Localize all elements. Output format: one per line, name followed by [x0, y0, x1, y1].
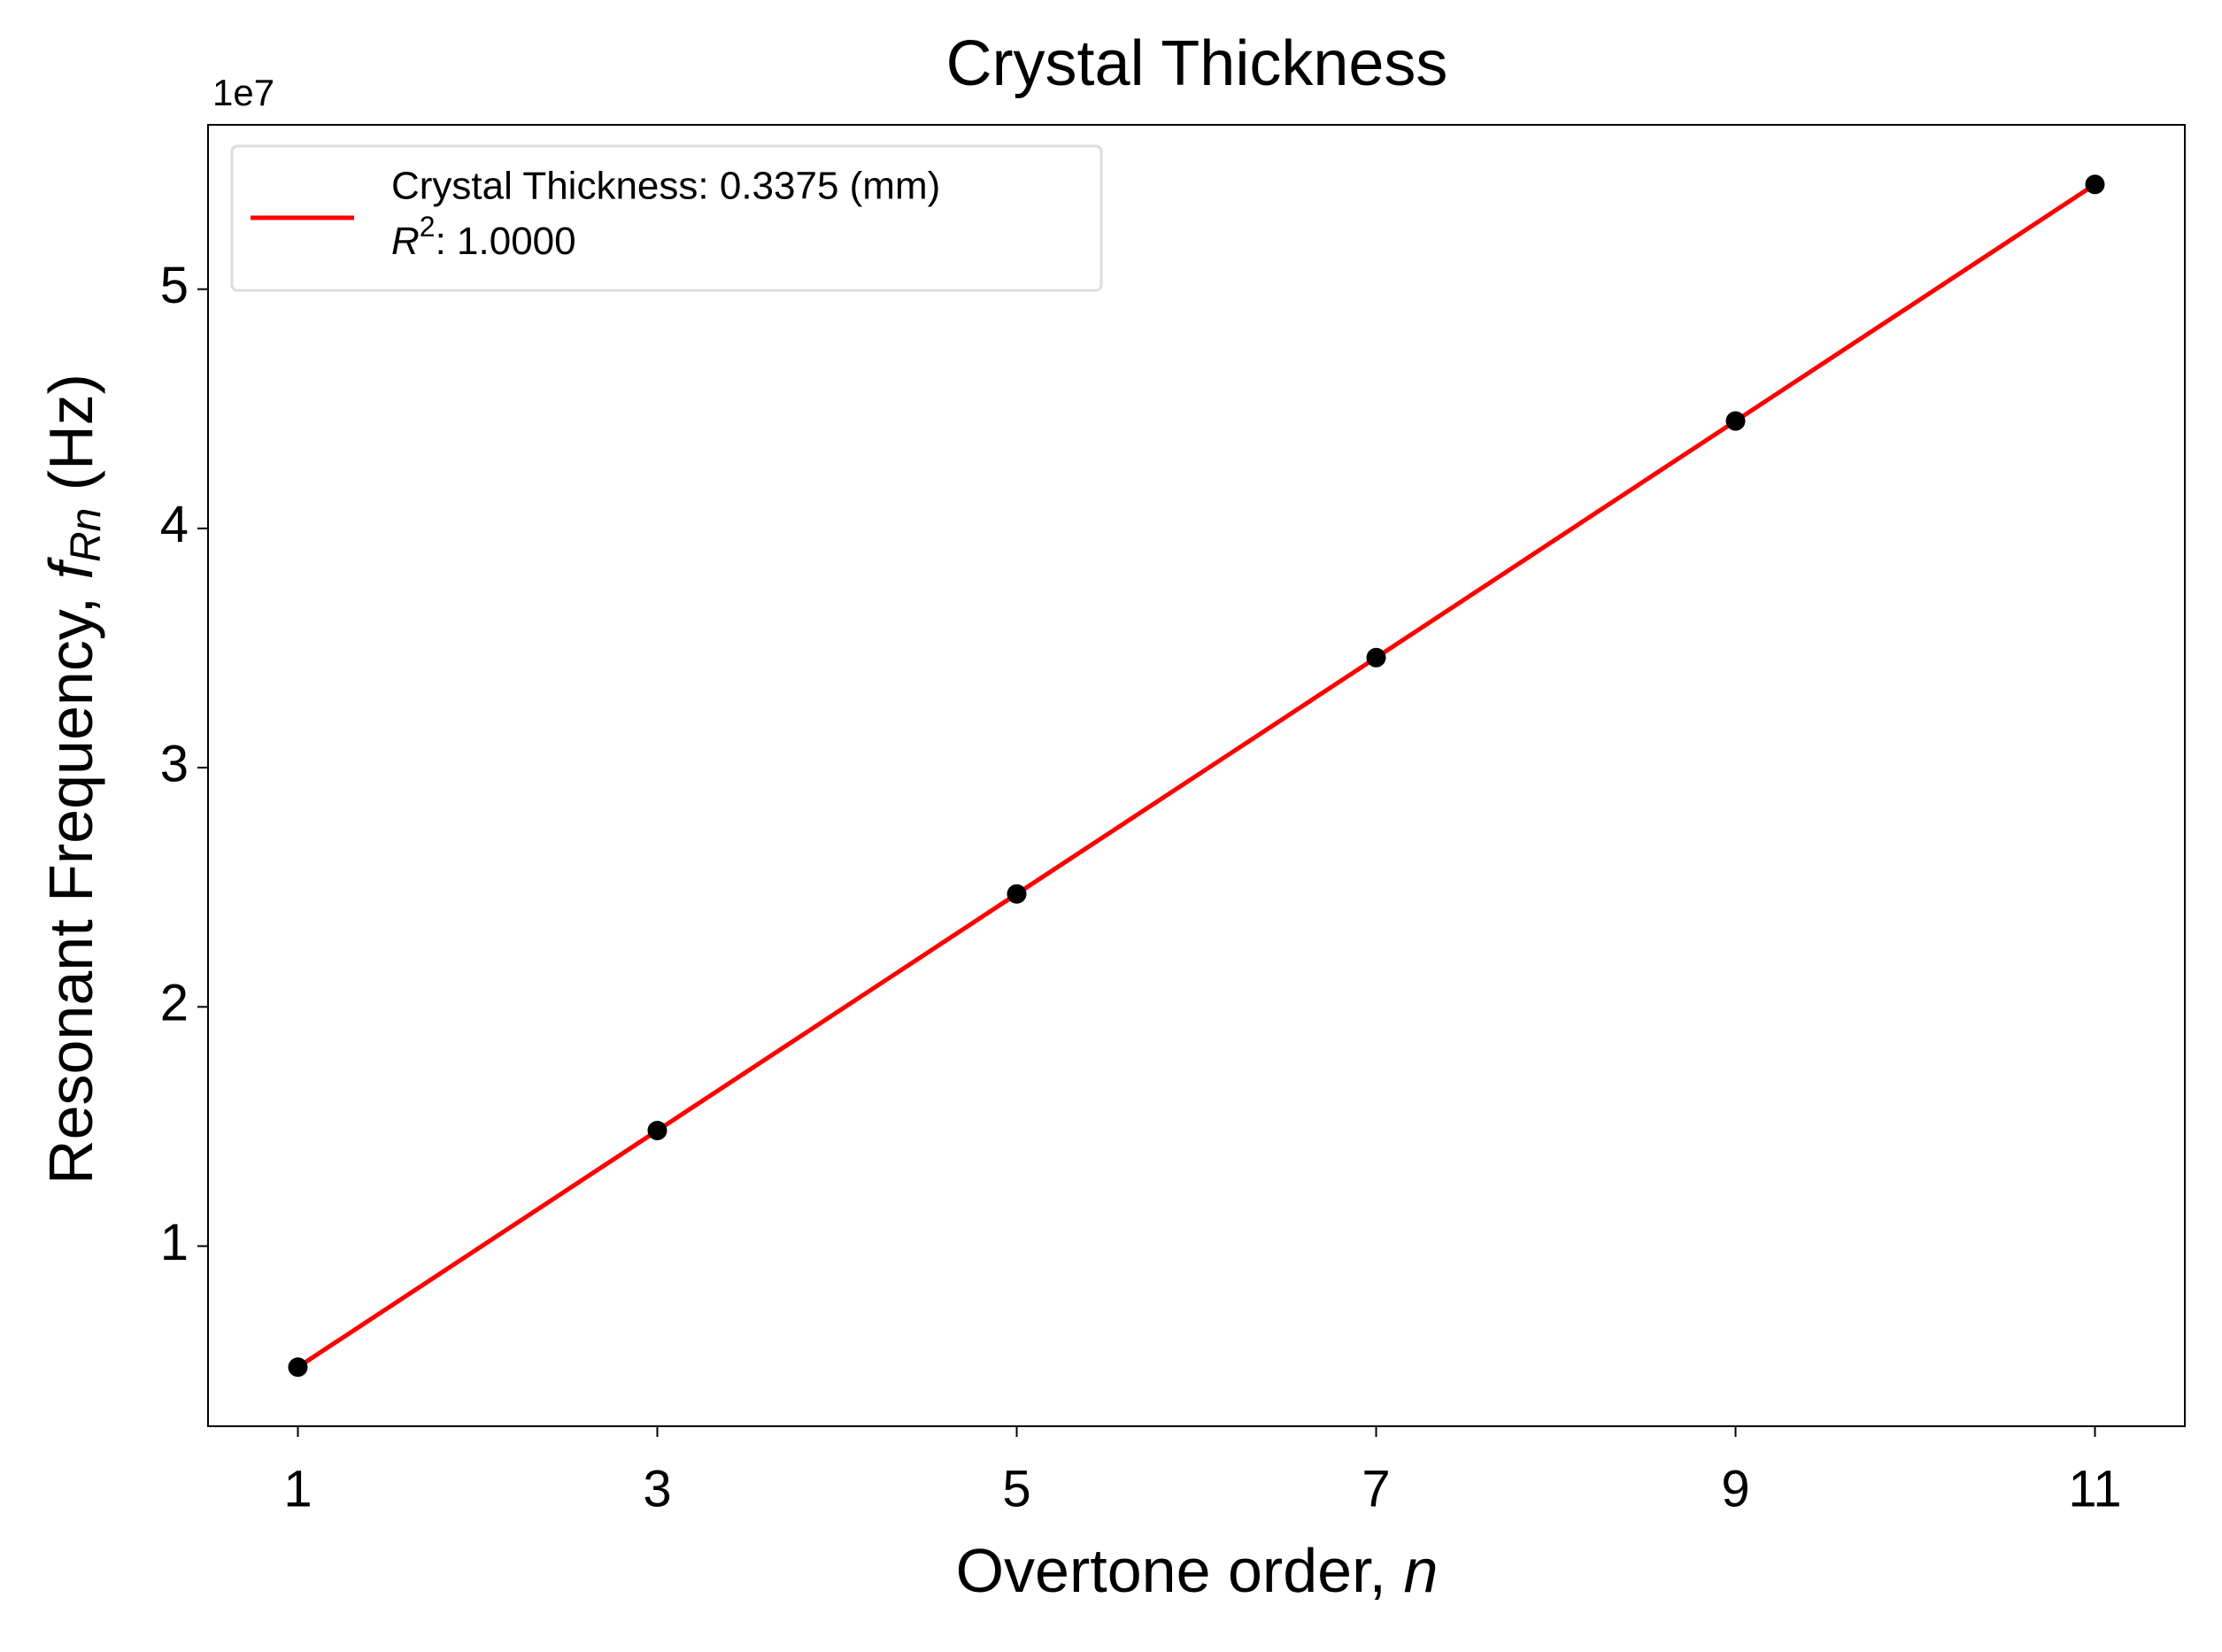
chart-title: Crystal Thickness: [946, 28, 1448, 99]
x-tick-label: 3: [643, 1460, 671, 1517]
x-axis-label: Overtone order, n: [956, 1536, 1439, 1605]
x-tick-label: 11: [2068, 1460, 2121, 1517]
y-label-unit: (Hz): [36, 374, 105, 508]
legend-note-text: : 1.0000: [436, 220, 576, 263]
y-tick-label: 1: [160, 1214, 189, 1271]
data-point: [288, 1357, 308, 1378]
x-label-text: Overtone order,: [956, 1536, 1404, 1605]
x-tick-label: 7: [1362, 1460, 1390, 1517]
y-tick-label: 4: [160, 496, 189, 553]
legend-note: R2: 1.0000: [391, 211, 576, 262]
y-tick-label: 3: [160, 735, 189, 792]
x-tick-label: 5: [1002, 1460, 1030, 1517]
data-point: [1366, 647, 1386, 668]
x-tick-label: 1: [283, 1460, 312, 1517]
data-point: [1007, 884, 1027, 904]
data-point: [1725, 411, 1746, 431]
y-label-subscript: Rn: [63, 508, 110, 562]
data-point: [2085, 174, 2105, 195]
x-label-symbol: n: [1403, 1536, 1438, 1605]
legend-label: Crystal Thickness: 0.3375 (mm): [391, 165, 940, 208]
y-label-text: Resonant Frequency,: [36, 579, 105, 1185]
y-tick-label: 2: [160, 975, 189, 1032]
plot-frame: [207, 124, 2186, 1427]
x-tick-label: 9: [1721, 1460, 1749, 1517]
legend-note-power: 2: [420, 211, 436, 243]
legend-box: [230, 144, 1103, 292]
y-axis-label: Resonant Frequency, fRn (Hz): [36, 374, 109, 1185]
y-tick-label: 5: [160, 257, 189, 314]
y-offset-label: 1e7: [212, 72, 274, 113]
data-point: [647, 1121, 667, 1141]
fit-line: [297, 182, 2096, 1370]
legend-note-symbol: R: [391, 220, 420, 263]
